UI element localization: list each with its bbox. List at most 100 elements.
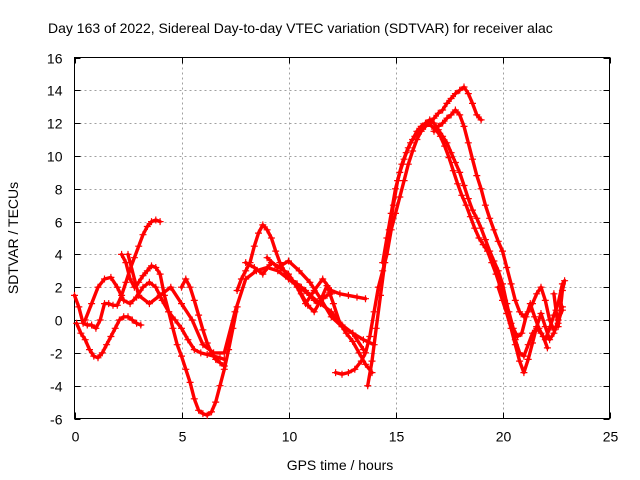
data-point [156,270,164,278]
data-point [88,321,96,329]
data-point [302,287,310,294]
data-point [94,283,102,291]
data-point [413,127,421,135]
data-point [81,336,89,344]
y-axis-label: SDTVAR / TECUs [5,182,21,294]
data-point [199,326,207,334]
data-point [105,300,113,308]
data-point [190,346,198,354]
data-point [503,264,511,271]
data-point [107,333,115,340]
data-point [344,291,352,299]
series-layer [71,83,569,419]
data-point [231,308,239,316]
data-point [171,316,179,324]
data-point [550,329,558,337]
data-point [477,116,485,124]
data-point [456,86,464,94]
data-point [434,109,442,117]
y-tick-label: -4 [50,379,63,395]
data-point [216,359,224,367]
series-track-14 [430,106,566,334]
data-point [190,395,198,403]
y-tick-label: 16 [47,51,63,67]
data-point [353,293,361,301]
data-point [516,357,524,365]
series-track-4 [118,250,241,419]
data-point [145,278,153,286]
data-point [447,149,455,157]
data-point [520,369,528,377]
data-point [148,218,155,226]
data-point [336,319,344,327]
data-point [263,226,271,234]
data-point [524,308,532,316]
data-point [124,250,132,258]
y-tick-label: 4 [55,247,63,263]
x-tick-label: 25 [603,429,619,445]
data-point [297,290,305,298]
series-track-3 [81,273,228,363]
data-point [128,316,136,324]
data-point [203,411,211,419]
x-axis-label: GPS time / hours [287,457,394,473]
data-point [212,355,220,363]
data-point [443,99,451,107]
grid-layer [74,57,610,419]
data-point [383,234,391,242]
data-point [139,272,147,280]
data-point [152,216,160,224]
data-point [120,296,128,304]
data-point [387,209,395,217]
data-point [113,283,121,291]
data-point [152,264,160,271]
data-point [178,352,185,360]
data-point [520,352,528,360]
data-point [471,224,479,232]
data-point [137,321,145,329]
data-point [145,300,153,308]
data-point [469,206,476,214]
data-point [195,311,203,319]
data-point [342,329,350,337]
data-point [336,290,344,298]
data-point [357,357,365,365]
data-point [558,287,566,294]
data-point [349,337,357,345]
x-tick-label: 15 [389,429,405,445]
data-point [285,270,292,278]
data-point [94,354,102,362]
data-point [550,290,558,298]
series-line [432,108,565,332]
data-point [490,257,498,265]
data-point [139,231,147,239]
data-point [422,119,429,127]
y-tick-label: 10 [47,149,63,165]
y-tick-label: -6 [50,412,63,428]
data-point [323,282,331,290]
data-point [216,382,224,390]
data-point [338,370,346,378]
data-point [169,324,177,332]
x-tick-label: 10 [282,429,298,445]
data-point [396,168,404,176]
data-point [464,195,472,203]
data-point [434,122,442,130]
data-point [73,319,81,327]
data-point [274,264,282,271]
data-point [135,242,143,250]
data-point [165,308,173,316]
data-point [81,316,89,324]
data-point [317,296,325,304]
data-point [460,182,468,189]
data-point [372,324,380,332]
data-point [186,378,194,386]
data-point [561,277,569,285]
data-point [133,319,141,327]
data-point [451,90,459,98]
data-point [511,341,519,349]
data-point [327,313,335,321]
series-track-10 [291,280,376,377]
data-point [458,191,466,199]
